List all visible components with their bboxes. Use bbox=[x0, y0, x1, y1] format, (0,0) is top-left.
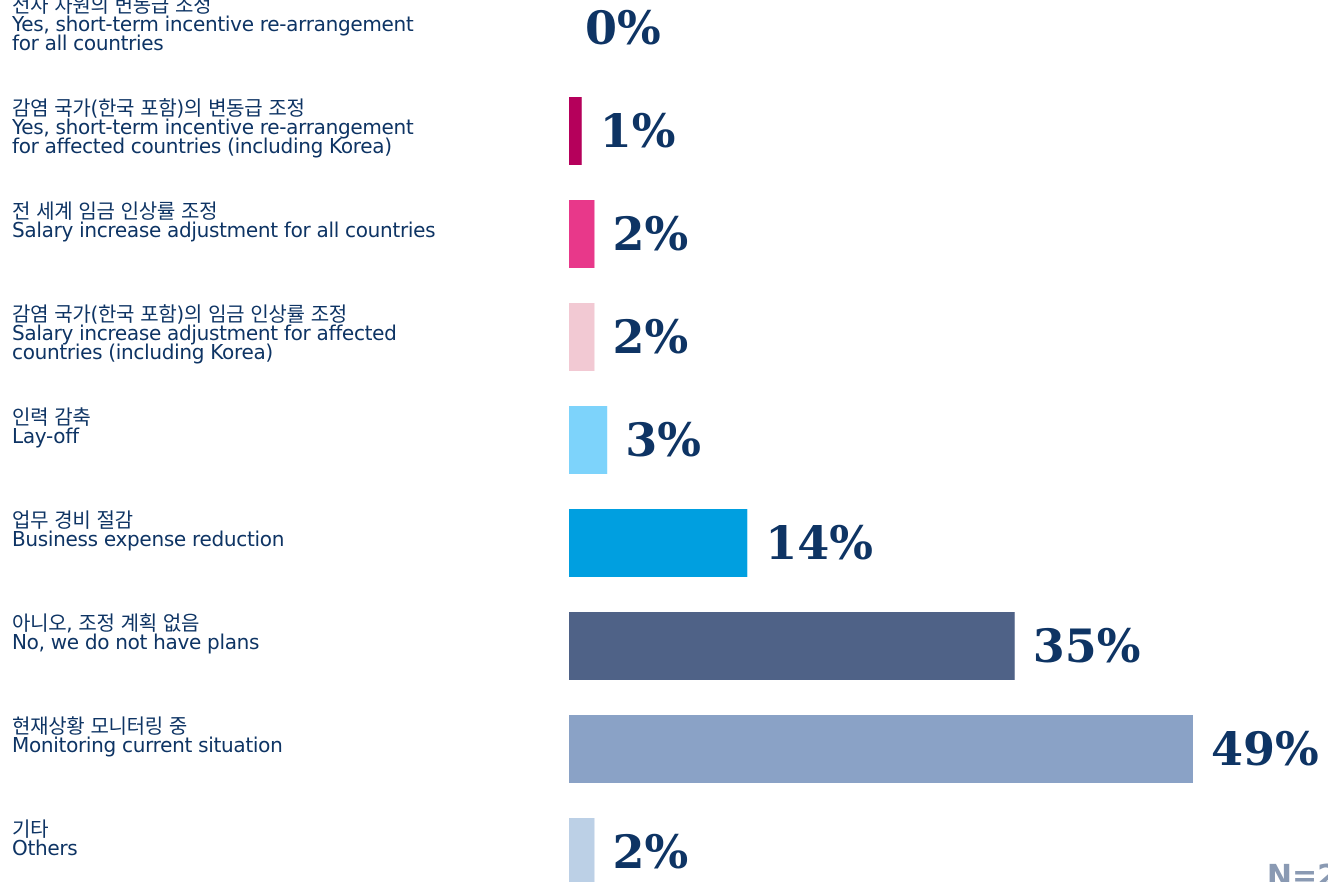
sample-note: N=2 bbox=[1266, 859, 1328, 882]
value-label: 49% bbox=[1211, 722, 1319, 776]
category-label: 아니오, 조정 계획 없음 No, we do not have plans bbox=[12, 611, 260, 654]
bar bbox=[569, 612, 1015, 680]
category-label: 전 세계 임금 인상률 조정 Salary increase adjustmen… bbox=[12, 199, 436, 242]
value-label: 35% bbox=[1033, 619, 1141, 673]
category-label: 감염 국가(한국 포함)의 변동급 조정 Yes, short-term inc… bbox=[12, 96, 414, 158]
category-label: 업무 경비 절감 Business expense reduction bbox=[12, 508, 285, 551]
bar bbox=[569, 818, 595, 882]
value-label: 3% bbox=[625, 413, 701, 467]
bar bbox=[569, 715, 1193, 783]
bar bbox=[569, 406, 608, 474]
bar bbox=[569, 509, 748, 577]
bar bbox=[569, 97, 582, 165]
value-label: 2% bbox=[612, 207, 688, 261]
value-label: 1% bbox=[600, 104, 676, 158]
value-label: 0% bbox=[585, 1, 661, 55]
category-label: 전사 차원의 변동급 조정 Yes, short-term incentive … bbox=[12, 0, 414, 55]
category-label: 기타 Others bbox=[12, 817, 78, 860]
category-label: 인력 감축 Lay-off bbox=[12, 405, 91, 448]
category-label: 감염 국가(한국 포함)의 임금 인상률 조정 Salary increase … bbox=[12, 302, 397, 364]
value-label: 14% bbox=[765, 516, 873, 570]
bar bbox=[569, 303, 595, 371]
category-label: 현재상황 모니터링 중 Monitoring current situation bbox=[12, 714, 283, 757]
bar bbox=[569, 200, 595, 268]
value-label: 2% bbox=[612, 310, 688, 364]
value-label: 2% bbox=[612, 825, 688, 879]
